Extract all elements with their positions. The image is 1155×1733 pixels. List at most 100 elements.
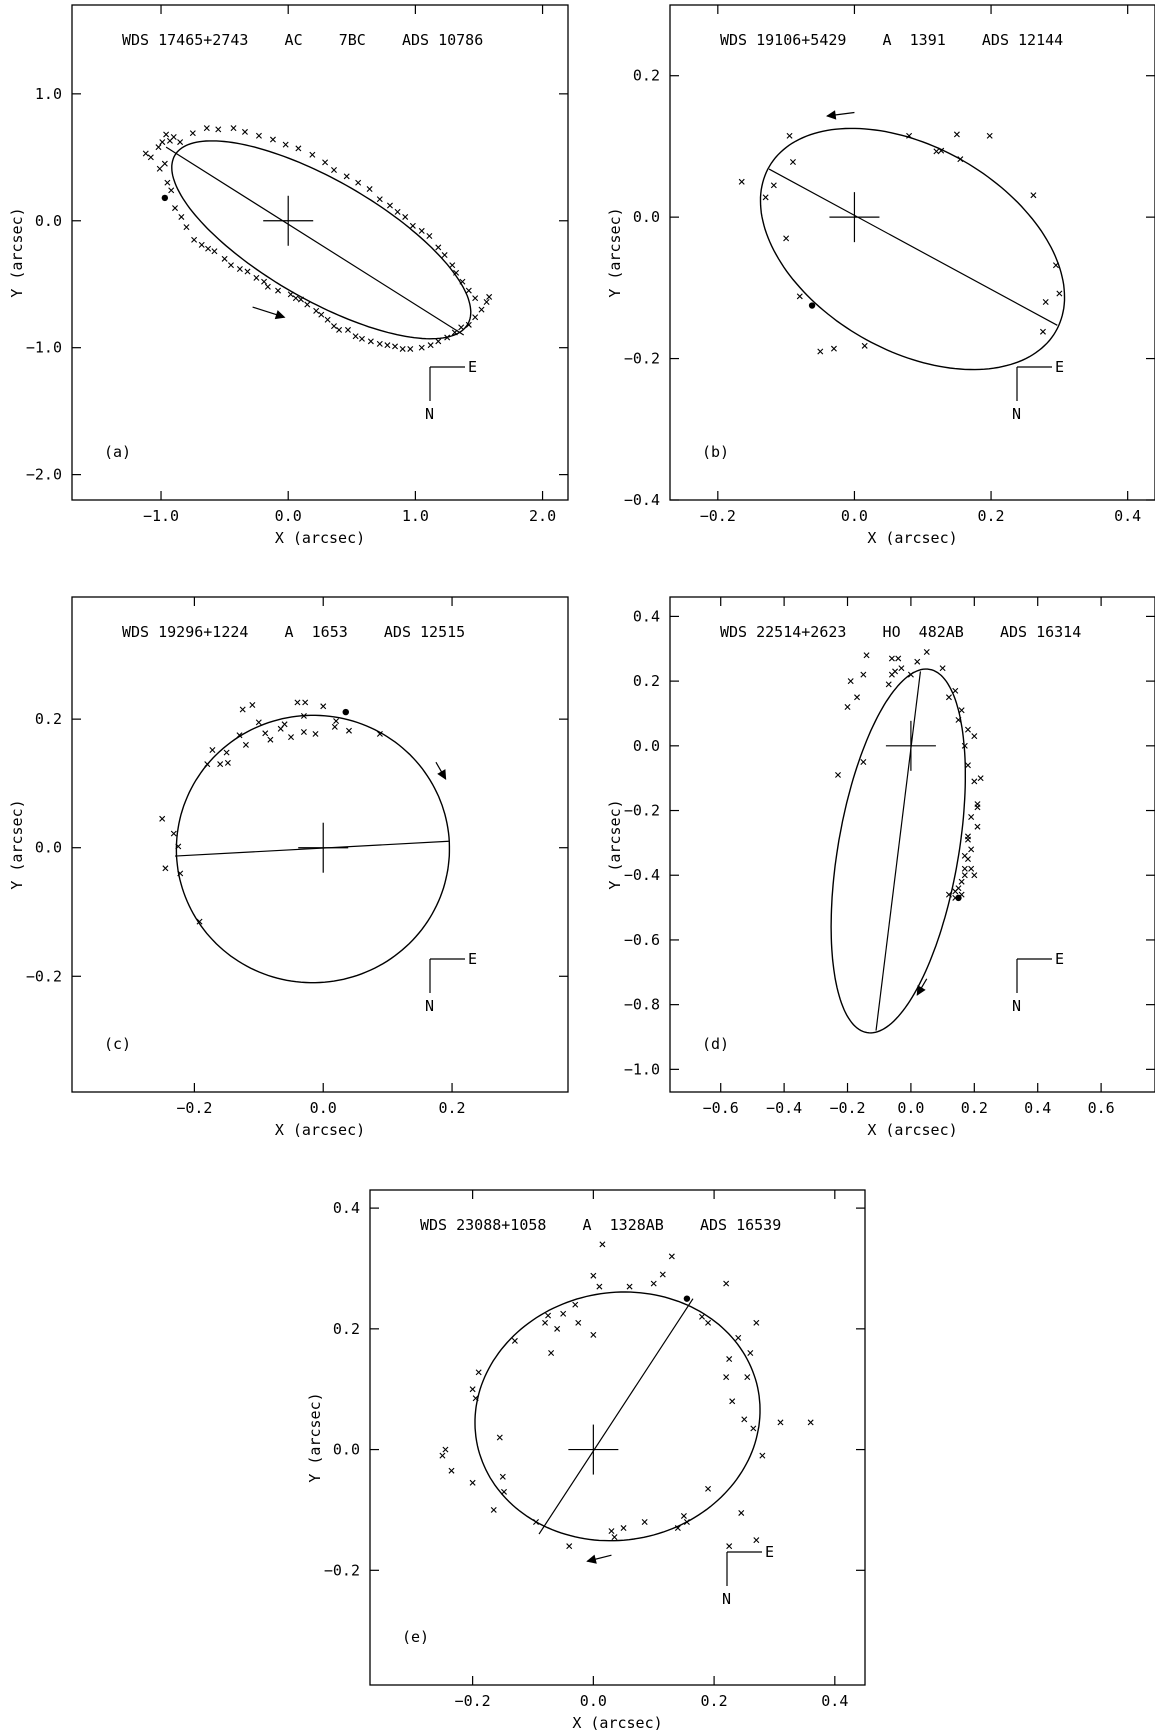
observation-point	[451, 329, 458, 336]
observation-point	[783, 235, 790, 242]
observation-point	[304, 301, 311, 308]
observation-point	[914, 658, 921, 665]
observation-point	[705, 1485, 712, 1492]
observation-point	[161, 160, 168, 167]
observation-point	[860, 759, 867, 765]
observation-point	[324, 316, 331, 323]
north-label: N	[425, 405, 434, 423]
observation-point	[358, 335, 365, 342]
observation-point	[281, 721, 288, 728]
observation-point	[844, 704, 851, 710]
y-axis-label: Y (arcsec)	[306, 1392, 324, 1482]
observation-point	[227, 262, 234, 269]
east-label: E	[1055, 950, 1064, 968]
observation-point	[203, 125, 210, 132]
observation-point	[626, 1283, 633, 1290]
observation-point	[287, 291, 294, 298]
observation-point	[807, 1419, 814, 1426]
observation-point	[376, 730, 383, 737]
observation-point	[888, 655, 895, 662]
observation-point	[620, 1525, 627, 1532]
panel-b: −0.2 0.0 0.2 0.4 −0.4 −0.2 0.0 0.2 X (arcsec) Y (…	[606, 4, 1155, 547]
observation-point	[170, 830, 177, 837]
periastron-marker	[683, 1295, 691, 1302]
observation-point	[453, 269, 460, 276]
observation-point	[738, 1509, 745, 1516]
observation-point	[409, 222, 416, 229]
observation-point	[472, 295, 479, 302]
motion-arrow-head	[825, 110, 837, 120]
y-axis-label: Y (arcsec)	[606, 799, 624, 889]
observation-point	[596, 1283, 603, 1290]
observation-point	[566, 1543, 573, 1550]
observation-point	[496, 1434, 503, 1441]
motion-arrow-head	[586, 1554, 597, 1564]
observation-point	[282, 141, 289, 148]
observation-point	[961, 742, 968, 749]
observation-point	[345, 727, 352, 734]
observation-point	[906, 132, 913, 139]
observation-point	[971, 778, 978, 785]
observation-point	[376, 340, 383, 347]
observation-point	[964, 836, 971, 843]
observation-point	[196, 918, 203, 925]
x-axis-label: X (arcsec)	[275, 529, 365, 547]
north-label: N	[425, 997, 434, 1015]
panel-title: WDS 17465+2743 AC 7BC ADS 10786	[122, 31, 483, 49]
x-tick-label: −0.2	[455, 1692, 491, 1710]
panel-label: (c)	[104, 1035, 131, 1053]
y-axis-label: Y (arcsec)	[606, 207, 624, 297]
observation-point	[933, 148, 940, 155]
observation-point	[789, 158, 796, 165]
x-axis-label: X (arcsec)	[867, 529, 957, 547]
observation-point	[641, 1519, 648, 1525]
observation-point	[223, 749, 230, 756]
observation-point	[159, 815, 166, 822]
observation-point	[394, 208, 401, 215]
observation-point	[955, 716, 962, 723]
observation-point	[469, 1479, 476, 1486]
observation-point	[759, 1452, 766, 1459]
motion-arrow-head	[916, 985, 926, 996]
observation-point	[953, 131, 960, 138]
observation-point	[590, 1272, 597, 1279]
x-tick-label: 2.0	[529, 507, 556, 525]
x-tick-label: 0.2	[701, 1692, 728, 1710]
observation-point	[331, 723, 338, 730]
north-label: N	[1012, 997, 1021, 1015]
observation-point	[898, 665, 905, 672]
observation-point	[221, 255, 228, 262]
y-tick-label: 1.0	[35, 85, 62, 103]
observation-point	[957, 156, 964, 163]
observation-point	[723, 1374, 730, 1381]
y-tick-label: 0.2	[633, 67, 660, 85]
periastron-marker	[955, 894, 962, 902]
orbit-ellipse	[830, 668, 966, 1034]
y-tick-label: −0.8	[624, 996, 660, 1014]
observation-point	[426, 233, 433, 239]
observation-point	[705, 1319, 712, 1326]
observation-point	[968, 865, 975, 872]
observation-point	[830, 345, 837, 352]
east-label: E	[468, 950, 477, 968]
observation-point	[441, 252, 448, 259]
east-label: E	[765, 1543, 774, 1561]
observation-point	[331, 167, 337, 173]
observation-point	[560, 1310, 567, 1317]
observation-point	[469, 1386, 476, 1393]
observation-point	[236, 266, 243, 272]
observation-point	[376, 196, 383, 203]
panel-a: −1.0 0.0 1.0 2.0 −2.0 −1.0 0.0 1.0 X (arcsec) Y (…	[8, 4, 569, 547]
observation-point	[472, 314, 479, 321]
observation-point	[974, 823, 981, 830]
observation-point	[255, 719, 262, 726]
observation-point	[907, 671, 914, 678]
observation-point	[309, 151, 316, 158]
observation-point	[156, 165, 163, 172]
y-tick-label: −0.2	[624, 350, 660, 368]
observation-point	[499, 1473, 506, 1480]
observation-point	[847, 678, 854, 685]
observation-point	[854, 694, 861, 701]
observation-point	[255, 132, 262, 139]
